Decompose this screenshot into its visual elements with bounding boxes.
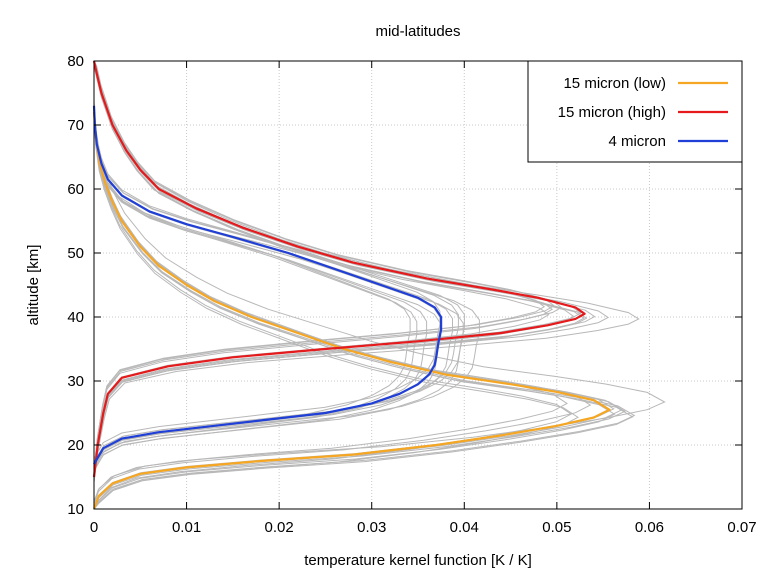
ensemble-curve xyxy=(93,116,573,510)
axis-ticks: 0 0.01 0.02 0.03 0.04 0.05 0.06 0.07 10 20 30 40 50 6… xyxy=(67,53,756,536)
ensemble-curve xyxy=(93,111,464,471)
x-tick-label: 0.05 xyxy=(542,519,571,536)
x-tick-label: 0.06 xyxy=(635,519,664,536)
y-tick-label: 80 xyxy=(67,53,84,70)
x-axis-title: temperature kernel function [K / K] xyxy=(304,552,532,569)
ensemble-curve xyxy=(93,103,459,463)
legend-label: 15 micron (high) xyxy=(558,104,666,121)
series-lines xyxy=(92,60,611,510)
x-tick-label: 0.01 xyxy=(172,519,201,536)
series-line-1 xyxy=(92,60,586,478)
ensemble-curve xyxy=(93,107,592,505)
x-tick-label: 0.04 xyxy=(450,519,479,536)
y-tick-label: 40 xyxy=(67,309,84,326)
ensemble-curve xyxy=(93,110,428,469)
y-tick-label: 20 xyxy=(67,437,84,454)
y-tick-label: 60 xyxy=(67,181,84,198)
y-tick-label: 10 xyxy=(67,501,84,518)
y-tick-label: 50 xyxy=(67,245,84,262)
x-tick-label: 0 xyxy=(90,519,98,536)
legend-label: 4 micron xyxy=(608,133,666,150)
x-tick-label: 0.03 xyxy=(357,519,386,536)
x-tick-label: 0.07 xyxy=(727,519,756,536)
y-axis-title: altitude [km] xyxy=(25,245,42,326)
legend: 15 micron (low) 15 micron (high) 4 micron xyxy=(527,60,743,163)
legend-label: 15 micron (low) xyxy=(563,75,666,92)
chart-title: mid-latitudes xyxy=(375,23,460,40)
ensemble-curve xyxy=(93,104,666,502)
series-line-2 xyxy=(92,105,443,465)
y-tick-label: 70 xyxy=(67,117,84,134)
ensemble-curve xyxy=(93,100,441,459)
series-line-0 xyxy=(92,112,611,510)
plot-frame xyxy=(93,60,743,510)
ensemble-curve xyxy=(93,60,546,470)
x-tick-label: 0.02 xyxy=(265,519,294,536)
y-tick-label: 30 xyxy=(67,373,84,390)
ensemble-curve xyxy=(93,65,588,482)
